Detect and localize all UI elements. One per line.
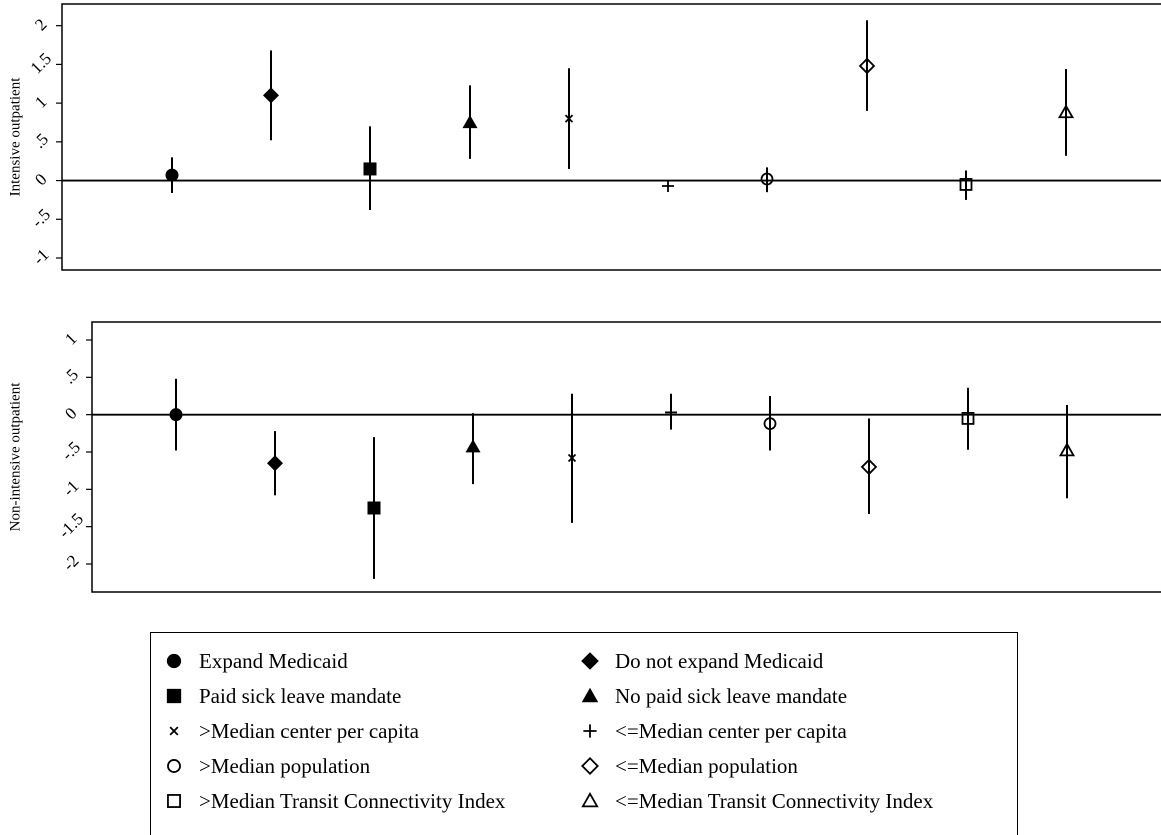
legend-marker [583,724,597,738]
bottom-point-marker [465,439,481,453]
top-point-marker [959,178,973,191]
legend: Expand Medicaid Do not expand Medicaid Pai… [150,632,1018,835]
legend-marker-icon [581,687,599,703]
top-ylabel: Intensive outpatient [7,77,23,197]
top-ytick-label: 1.5 [27,49,55,77]
top-point-marker [1057,104,1075,119]
top-point-marker [662,179,674,192]
top-ytick-label: -1 [29,245,52,268]
legend-marker-icon [583,724,597,738]
top-plot-frame [61,3,1161,271]
legend-item: Do not expand Medicaid [579,646,823,676]
top-point-marker [263,87,279,104]
legend-label: >Median Transit Connectivity Index [199,788,506,813]
bottom-point-marker [367,501,381,515]
legend-marker [166,688,182,704]
top-ytick-label: .5 [30,129,52,151]
legend-label: >Median population [199,753,371,778]
legend-item: >Median population [163,751,370,781]
bottom-point-marker [169,408,183,422]
bottom-ytick-label: 0 [61,404,80,423]
legend-marker [581,757,599,775]
legend-marker [581,687,599,703]
legend-marker-icon [166,688,182,704]
bottom-ytick-label: -2 [59,551,82,574]
bottom-point-marker [1058,442,1076,457]
legend-label: <=Median population [615,753,798,778]
legend-label: <=Median center per capita [615,718,847,743]
top-ytick-label: -.5 [28,205,54,231]
bottom-ytick-label: -.5 [58,438,84,464]
bottom-panel: 1 .5 0 -.5 -1 -1.5 -2 Non-intensive outpatient [7,321,1161,593]
bottom-point-marker [961,411,975,425]
legend-marker [581,792,599,808]
legend-marker [166,653,182,669]
bottom-ytick-label: -1 [59,476,82,499]
top-point-marker [363,162,377,176]
top-point-marker [858,57,876,75]
legend-marker [167,794,181,808]
top-point-marker [165,168,179,182]
legend-item: <=Median center per capita [579,716,847,746]
top-ytick-label: 1 [31,92,50,111]
legend-label: Do not expand Medicaid [615,648,824,673]
legend-label: Paid sick leave mandate [199,683,402,708]
legend-item: Expand Medicaid [163,646,348,676]
legend-label: No paid sick leave mandate [615,683,848,708]
legend-marker-icon [166,653,182,669]
bottom-point-marker [763,417,777,431]
top-point-marker [760,172,774,186]
legend-label: <=Median Transit Connectivity Index [615,788,934,813]
legend-marker-icon [581,792,599,808]
bottom-plot-frame [91,321,1161,593]
legend-item: >Median center per capita [163,716,419,746]
legend-item: >Median Transit Connectivity Index [163,786,505,816]
bottom-point-marker [860,458,878,476]
bottom-point-marker [567,453,577,463]
legend-marker-icon [167,759,181,773]
legend-marker-icon [167,794,181,808]
bottom-ytick-label: 1 [61,329,80,348]
legend-marker-icon [581,652,599,670]
legend-label: Expand Medicaid [199,648,348,673]
bottom-ylabel: Non-intensive outpatient [7,382,23,532]
legend-item: <=Median population [579,751,798,781]
legend-marker-icon [169,726,179,736]
top-ytick-label: 0 [31,170,50,189]
top-point-marker [564,114,574,123]
legend-label: >Median center per capita [199,718,419,743]
legend-marker [167,759,181,773]
bottom-point-marker [267,455,283,472]
legend-item: <=Median Transit Connectivity Index [579,786,933,816]
legend-marker [581,652,599,670]
top-point-marker [462,114,478,129]
bottom-point-marker [665,406,677,419]
bottom-ytick-label: .5 [60,365,82,387]
bottom-ytick-label: -1.5 [55,509,87,541]
legend-item: Paid sick leave mandate [163,681,401,711]
legend-item: No paid sick leave mandate [579,681,847,711]
legend-marker-icon [581,757,599,775]
legend-marker [169,726,179,736]
top-ytick-label: 2 [31,15,50,34]
